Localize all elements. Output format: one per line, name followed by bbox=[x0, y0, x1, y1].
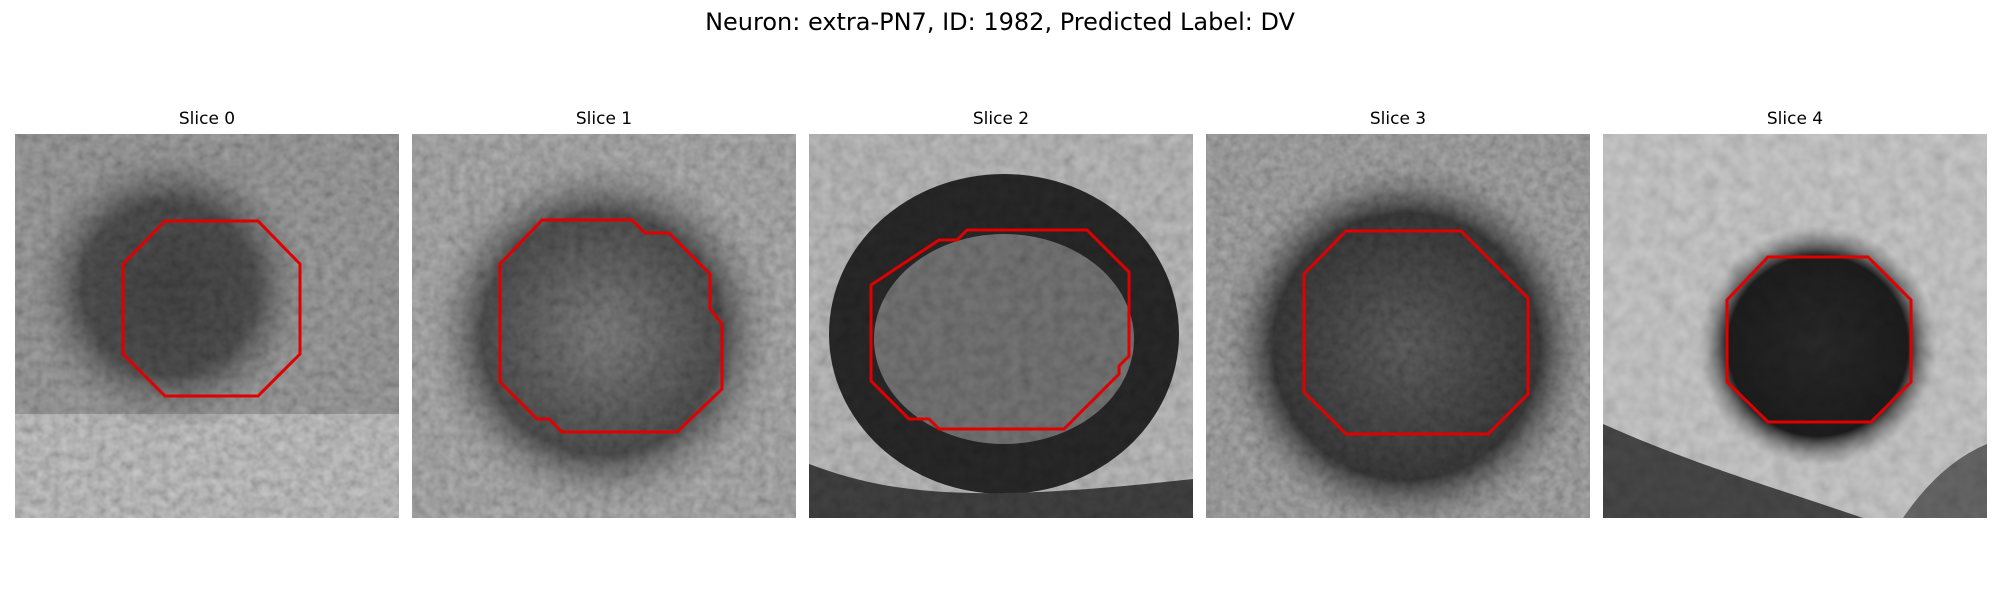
roi-contour bbox=[1302, 229, 1530, 436]
slice-panel-0: Slice 0 bbox=[15, 108, 399, 518]
roi-contour bbox=[498, 218, 724, 434]
slice-title: Slice 1 bbox=[575, 109, 633, 129]
slice-image bbox=[15, 134, 399, 518]
slice-title: Slice 0 bbox=[178, 109, 236, 129]
roi-contour bbox=[1725, 255, 1913, 424]
slice-panel-2: Slice 2 bbox=[809, 108, 1193, 518]
roi-contour bbox=[121, 219, 302, 398]
slice-title: Slice 4 bbox=[1766, 109, 1824, 129]
slice-image bbox=[412, 134, 796, 518]
slice-image bbox=[1603, 134, 1987, 518]
slice-panel-3: Slice 3 bbox=[1206, 108, 1590, 518]
slice-image bbox=[1206, 134, 1590, 518]
roi-contour bbox=[869, 228, 1131, 431]
slice-panel-4: Slice 4 bbox=[1603, 108, 1987, 518]
figure-title: Neuron: extra-PN7, ID: 1982, Predicted L… bbox=[705, 8, 1295, 36]
slice-title: Slice 2 bbox=[972, 109, 1030, 129]
slice-title: Slice 3 bbox=[1369, 109, 1427, 129]
slice-panel-1: Slice 1 bbox=[412, 108, 796, 518]
slice-image bbox=[809, 134, 1193, 518]
